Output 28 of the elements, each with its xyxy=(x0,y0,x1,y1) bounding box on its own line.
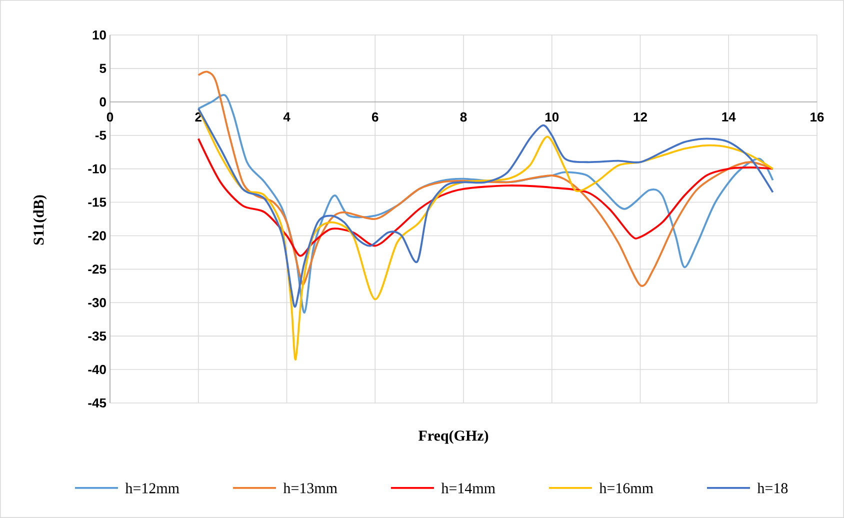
line-series xyxy=(197,138,774,257)
y-tick-label: -20 xyxy=(88,231,106,240)
y-tick-label: -15 xyxy=(88,198,106,207)
y-tick-label: -30 xyxy=(88,298,106,308)
x-tick-label: 14 xyxy=(722,112,736,122)
y-tick-label: -40 xyxy=(88,364,106,374)
legend-label: h=13mm xyxy=(283,482,338,494)
x-tick-label: 6 xyxy=(372,112,378,122)
x-tick-label: 16 xyxy=(810,112,824,122)
y-tick-label: -25 xyxy=(88,264,106,274)
legend-label: h=14mm xyxy=(441,482,496,494)
legend-label: h=18 xyxy=(757,482,788,494)
y-tick-label: 5 xyxy=(100,64,106,73)
y-tick-label: -35 xyxy=(88,331,106,341)
y-tick-label: -10 xyxy=(88,164,106,174)
legend-label: h=16mm xyxy=(599,482,654,494)
y-tick-label: 0 xyxy=(100,97,106,106)
x-tick-label: 0 xyxy=(106,112,114,122)
x-tick-label: 8 xyxy=(460,112,467,122)
y-tick-label: -5 xyxy=(95,130,106,140)
y-axis-title: S11(dB) xyxy=(33,195,47,245)
x-axis-title: Freq(GHz) xyxy=(418,430,488,444)
legend-label: h=12mm xyxy=(125,482,180,494)
y-tick-label: -45 xyxy=(88,398,106,408)
x-tick-label: 10 xyxy=(545,112,559,122)
x-tick-label: 12 xyxy=(634,112,647,122)
y-tick-label: 10 xyxy=(92,30,106,40)
x-tick-label: 4 xyxy=(283,112,290,122)
